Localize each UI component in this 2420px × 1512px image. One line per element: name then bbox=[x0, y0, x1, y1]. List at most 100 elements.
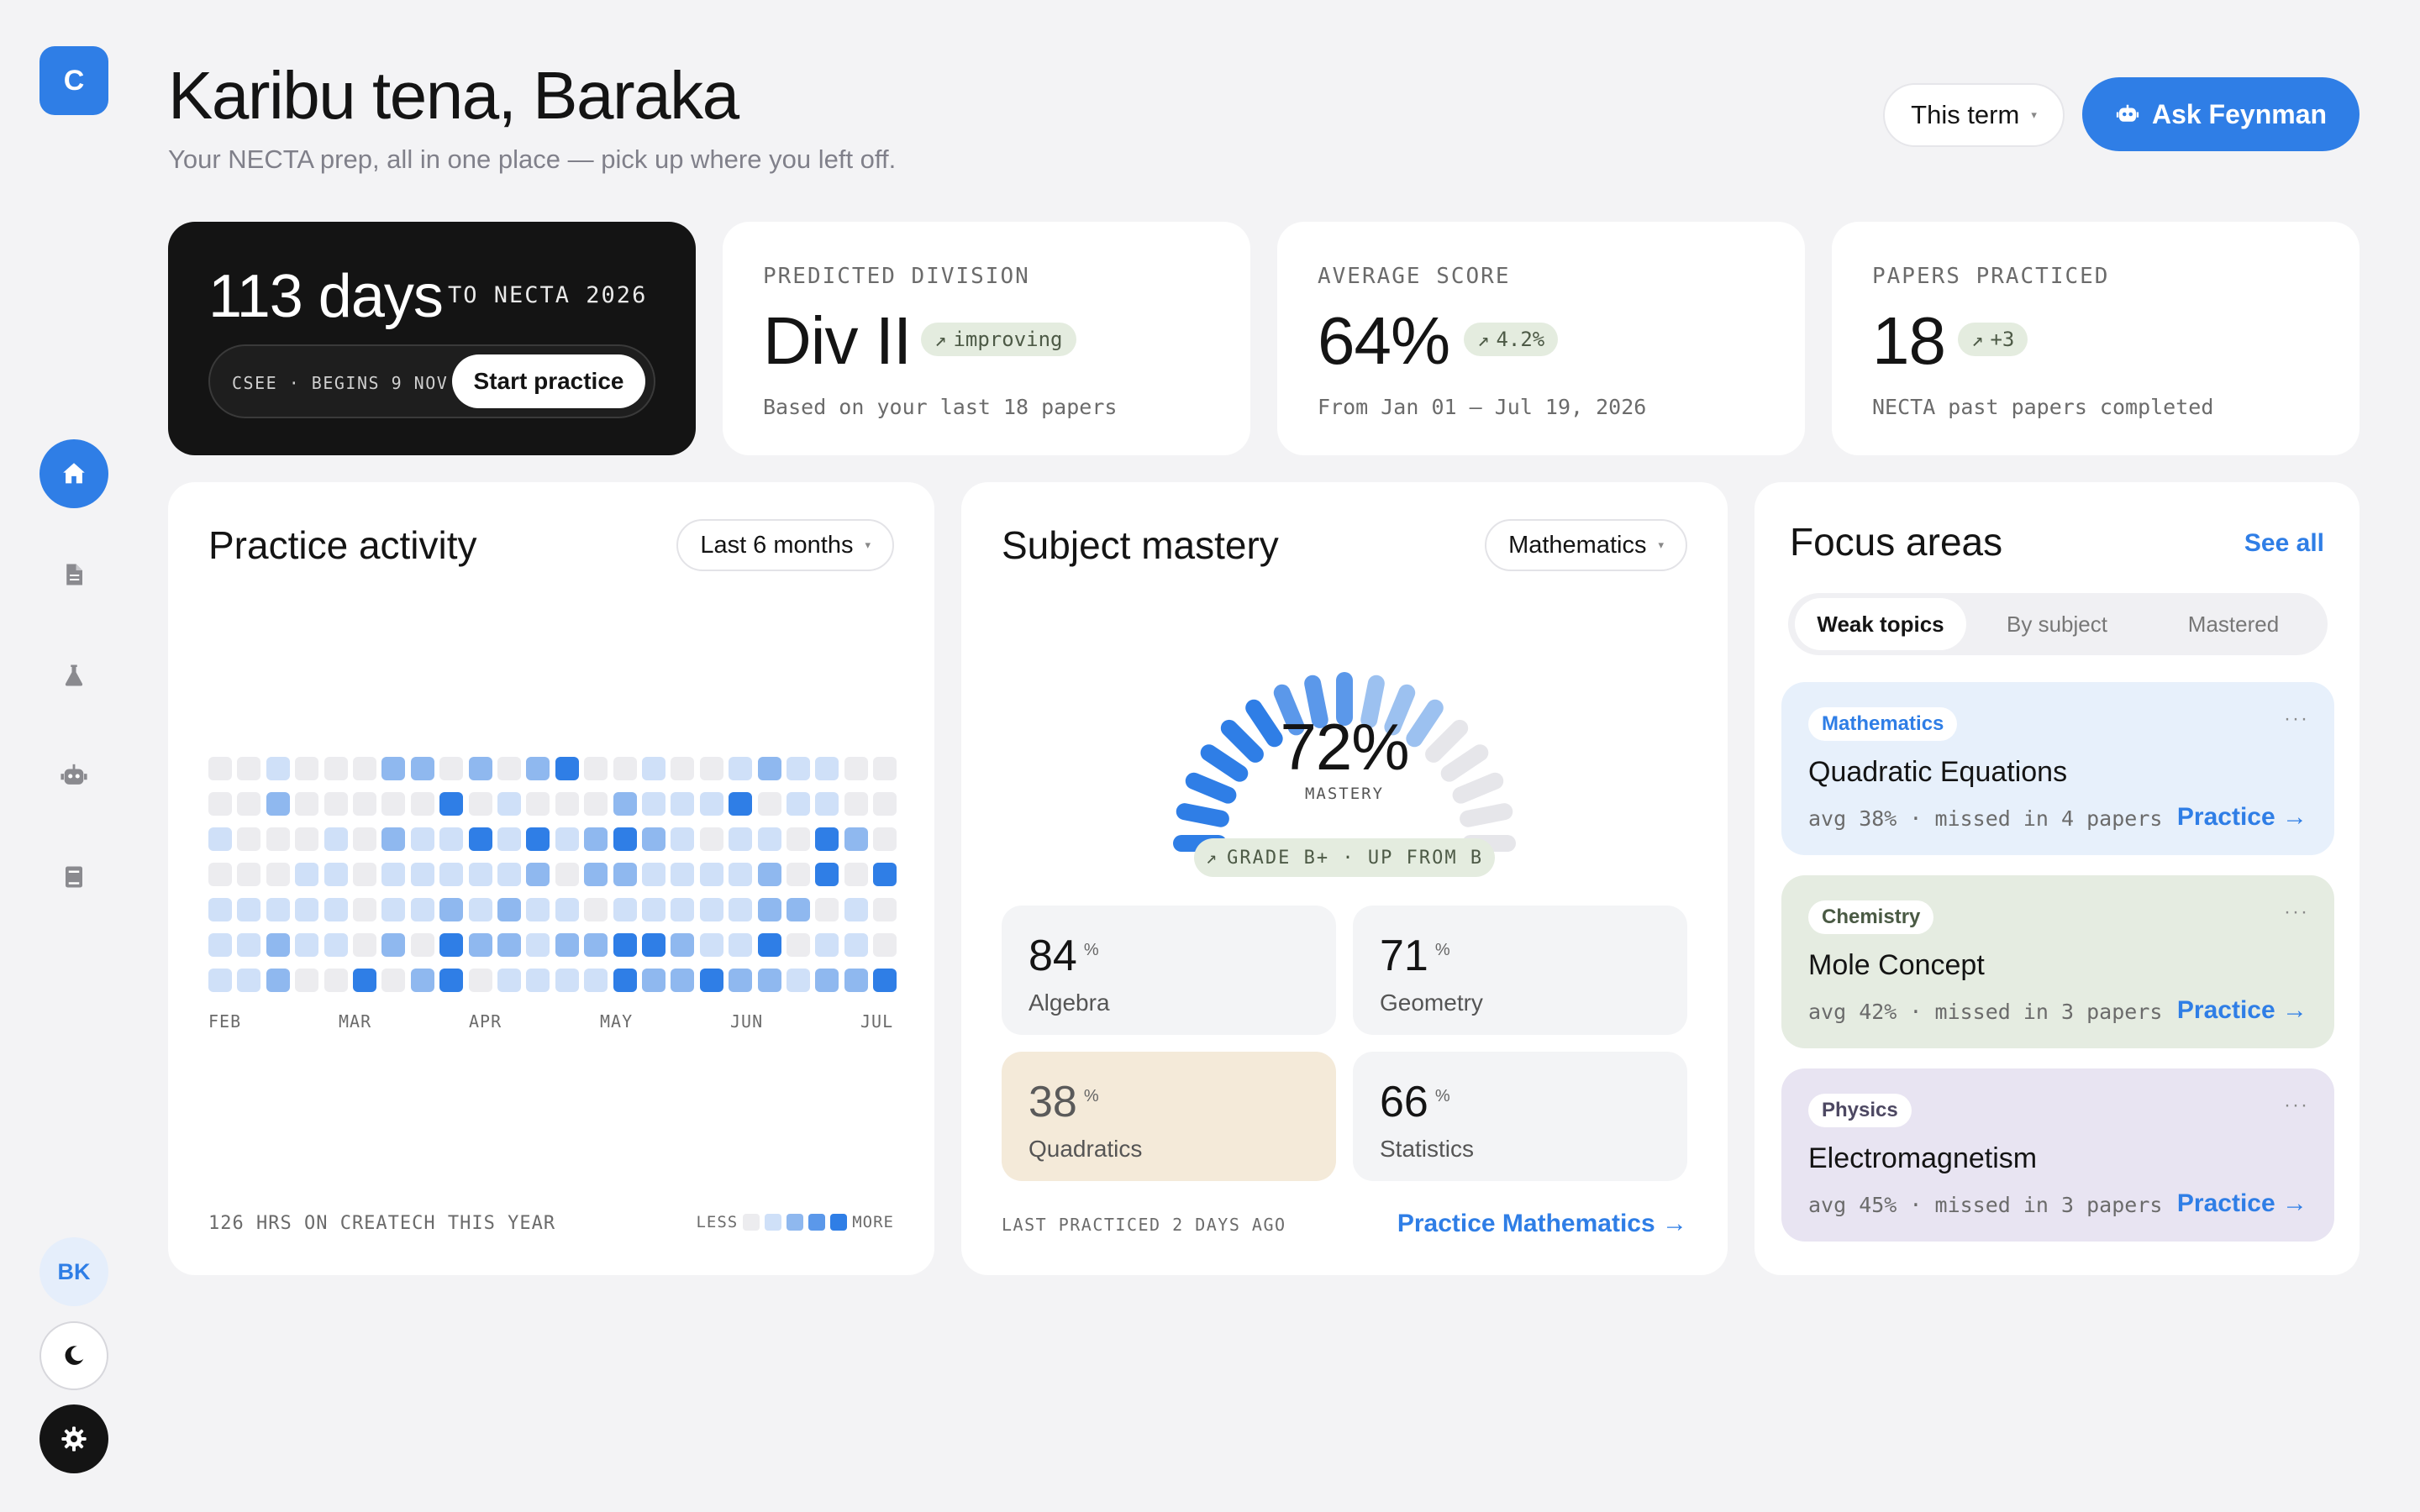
heatmap-cell bbox=[237, 933, 261, 957]
topic-tile-algebra[interactable]: 84% Algebra bbox=[1002, 906, 1336, 1035]
trend-text: 4.2% bbox=[1496, 328, 1545, 351]
topic-tile-quadratics[interactable]: 38% Quadratics bbox=[1002, 1052, 1336, 1181]
range-dropdown[interactable]: Last 6 months ▾ bbox=[676, 519, 894, 571]
heatmap-cell bbox=[237, 827, 261, 851]
sidebar-item-home[interactable] bbox=[39, 439, 108, 508]
sidebar-item-papers[interactable] bbox=[39, 540, 108, 609]
exam-info-text: CSEE · BEGINS 9 NOV bbox=[232, 373, 449, 393]
heatmap-cell bbox=[642, 827, 666, 851]
tile-value: 71% bbox=[1380, 931, 1450, 981]
heatmap-cell bbox=[757, 969, 781, 992]
stat-label: AVERAGE SCORE bbox=[1318, 264, 1511, 289]
heatmap-cell bbox=[266, 898, 290, 921]
heatmap-cell bbox=[729, 792, 753, 816]
topic-tile-geometry[interactable]: 71% Geometry bbox=[1353, 906, 1687, 1035]
trend-up-icon: ↗ bbox=[1205, 847, 1219, 869]
heatmap-cell bbox=[555, 969, 579, 992]
legend-swatch bbox=[743, 1214, 760, 1231]
trend-badge: ↗ improving bbox=[921, 323, 1076, 356]
panel-title: Subject mastery bbox=[1002, 523, 1279, 567]
heatmap-cell bbox=[815, 792, 839, 816]
heatmap-cell bbox=[497, 827, 521, 851]
heatmap-cell bbox=[786, 969, 810, 992]
start-practice-button[interactable]: Start practice bbox=[452, 354, 645, 408]
heatmap-cell bbox=[584, 792, 608, 816]
heatmap-cell bbox=[324, 827, 348, 851]
sidebar-item-tutor[interactable] bbox=[39, 742, 108, 811]
focus-card[interactable]: Mathematics ··· Quadratic Equations avg … bbox=[1781, 682, 2334, 855]
ask-feynman-button[interactable]: Ask Feynman bbox=[2082, 77, 2360, 151]
practice-link[interactable]: Practice → bbox=[2176, 803, 2307, 831]
focus-card[interactable]: Chemistry ··· Mole Concept avg 42% · mis… bbox=[1781, 875, 2334, 1048]
heatmap-cell bbox=[381, 792, 406, 816]
topic-title: Electromagnetism bbox=[1808, 1142, 2038, 1174]
settings-button[interactable] bbox=[39, 1404, 108, 1473]
tile-name: Quadratics bbox=[1028, 1136, 1143, 1162]
practice-link[interactable]: Practice → bbox=[2176, 1189, 2307, 1217]
heatmap-cell bbox=[208, 933, 232, 957]
heatmap-cell bbox=[381, 933, 406, 957]
term-dropdown[interactable]: This term ▾ bbox=[1883, 83, 2065, 147]
sidebar-item-lab[interactable] bbox=[39, 641, 108, 710]
home-icon bbox=[63, 463, 85, 484]
subject-tag: Chemistry bbox=[1808, 900, 1934, 934]
heatmap-cell bbox=[266, 933, 290, 957]
gauge-segment bbox=[1176, 803, 1229, 827]
tab-mastered[interactable]: Mastered bbox=[2187, 611, 2280, 637]
trend-up-icon: ↗ bbox=[1971, 328, 1984, 351]
heatmap-cell bbox=[439, 933, 464, 957]
ask-feynman-label: Ask Feynman bbox=[2151, 98, 2328, 129]
heatmap-cell bbox=[613, 863, 637, 886]
heatmap-cell bbox=[873, 969, 897, 992]
heatmap-cell bbox=[844, 898, 868, 921]
mastery-value: 72% bbox=[1280, 710, 1409, 784]
theme-toggle-button[interactable] bbox=[39, 1321, 108, 1390]
heatmap-cell bbox=[295, 792, 319, 816]
subject-dropdown[interactable]: Mathematics ▾ bbox=[1485, 519, 1687, 571]
robot-icon bbox=[2116, 104, 2139, 122]
heatmap-cell bbox=[584, 863, 608, 886]
gauge-segment bbox=[1440, 744, 1489, 782]
heatmap-cell bbox=[237, 898, 261, 921]
heatmap-cell bbox=[613, 898, 637, 921]
sidebar-item-library[interactable] bbox=[39, 843, 108, 911]
heatmap-cell bbox=[555, 898, 579, 921]
heatmap-cell bbox=[295, 969, 319, 992]
heatmap-cell bbox=[786, 757, 810, 780]
practice-link[interactable]: Practice → bbox=[2176, 996, 2307, 1024]
topic-tile-statistics[interactable]: 66% Statistics bbox=[1353, 1052, 1687, 1181]
app-logo[interactable]: C bbox=[39, 46, 108, 115]
heatmap-cell bbox=[584, 933, 608, 957]
focus-card[interactable]: Physics ··· Electromagnetism avg 45% · m… bbox=[1781, 1068, 2334, 1242]
heatmap-cell bbox=[324, 792, 348, 816]
heatmap-cell bbox=[729, 827, 753, 851]
gauge-segment bbox=[1304, 675, 1328, 728]
grade-badge: ↗ GRADE B+ · UP FROM B bbox=[1194, 838, 1495, 877]
heatmap-cell bbox=[410, 969, 434, 992]
heatmap-cell bbox=[555, 792, 579, 816]
practice-subject-link[interactable]: Practice Mathematics → bbox=[1397, 1210, 1687, 1237]
heatmap-cell bbox=[757, 898, 781, 921]
heatmap-cell bbox=[237, 792, 261, 816]
legend-swatch bbox=[786, 1214, 804, 1231]
more-options-button[interactable]: ··· bbox=[2284, 900, 2309, 923]
more-options-button[interactable]: ··· bbox=[2284, 707, 2309, 730]
avatar[interactable]: BK bbox=[39, 1237, 108, 1306]
tab-weak-topics[interactable]: Weak topics bbox=[1795, 598, 1966, 650]
heatmap-cell bbox=[873, 827, 897, 851]
more-options-button[interactable]: ··· bbox=[2284, 1094, 2309, 1116]
panel-title: Practice activity bbox=[208, 523, 477, 567]
gauge-segment bbox=[1425, 719, 1469, 763]
heatmap-cell bbox=[295, 933, 319, 957]
trend-up-icon: ↗ bbox=[1477, 328, 1490, 351]
gauge-segment bbox=[1452, 772, 1504, 804]
month-label: MAY bbox=[600, 1011, 634, 1032]
heatmap-cell bbox=[844, 863, 868, 886]
heatmap-cell bbox=[815, 898, 839, 921]
tab-by-subject[interactable]: By subject bbox=[2007, 611, 2107, 637]
heatmap-cell bbox=[439, 757, 464, 780]
heatmap-cell bbox=[266, 792, 290, 816]
see-all-link[interactable]: See all bbox=[2244, 529, 2324, 557]
heatmap-cell bbox=[208, 969, 232, 992]
topic-meta: avg 45% · missed in 3 papers bbox=[1808, 1193, 2163, 1217]
